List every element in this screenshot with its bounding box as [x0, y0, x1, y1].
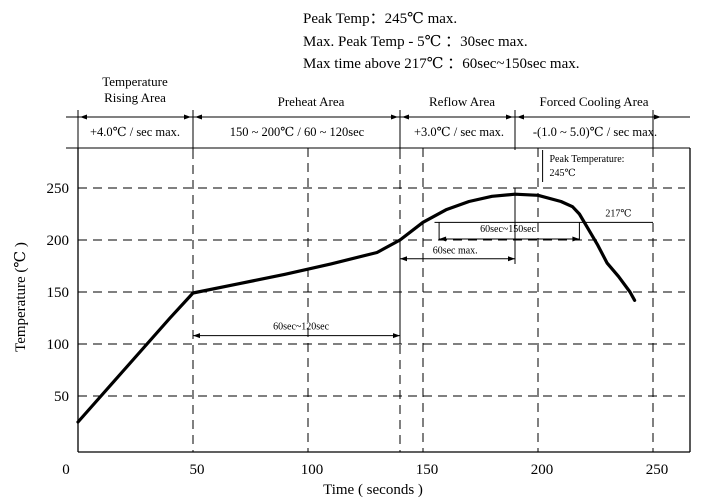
y-tick-150: 150 [47, 285, 70, 301]
span-arrowhead-5 [393, 333, 400, 339]
zone-name-preheat: Preheat Area [278, 94, 345, 109]
y-axis-label: Temperature (℃ ) [13, 242, 29, 352]
x-tick-50: 50 [190, 462, 205, 478]
zone-arrowhead-0 [80, 114, 87, 120]
zone-rate-rising: +4.0℃ / sec max. [90, 125, 180, 139]
x-tick-100: 100 [301, 462, 324, 478]
zone-arrowhead-3 [391, 114, 398, 120]
zone-names: Temperature Rising Area Preheat Area Ref… [102, 74, 648, 109]
span-arrowhead-1 [572, 236, 580, 242]
zone-name-rising-line1: Temperature [102, 74, 168, 89]
grid [78, 148, 685, 452]
x-tick-0: 0 [62, 462, 70, 478]
span-60-150-label: 60sec~150sec [480, 224, 537, 235]
y-tick-100: 100 [47, 337, 70, 353]
series-line-0 [76, 192, 637, 424]
header-line-peak-temp: Peak Temp：245℃ max. [303, 11, 457, 27]
axes [77, 148, 691, 453]
span-60max-label: 60sec max. [433, 246, 478, 257]
zone-arrowhead-5 [506, 114, 513, 120]
y-tick-50: 50 [54, 389, 69, 405]
span-arrowhead-3 [508, 256, 515, 262]
zone-rate-cooling: -(1.0 ~ 5.0)℃ / sec max. [533, 125, 657, 139]
peak-label-line2: 245℃ [550, 168, 576, 179]
zone-arrowhead-2 [195, 114, 202, 120]
zone-name-reflow: Reflow Area [429, 94, 495, 109]
x-tick-200: 200 [531, 462, 554, 478]
y-tick-200: 200 [47, 233, 70, 249]
series [76, 192, 637, 424]
span-arrowhead-0 [439, 236, 447, 242]
span-60-120-label: 60sec~120sec [273, 322, 330, 333]
x-axis-label: Time ( seconds ) [323, 482, 423, 498]
zone-rates: +4.0℃ / sec max. 150 ~ 200℃ / 60 ~ 120se… [90, 125, 657, 139]
tick-labels: 0 50 100 150 200 250 50 100 150 200 250 [47, 181, 669, 478]
zone-rate-preheat: 150 ~ 200℃ / 60 ~ 120sec [230, 125, 365, 139]
annotations: Peak Temperature:245℃217℃60sec~150sec60s… [193, 150, 653, 344]
zone-name-cooling: Forced Cooling Area [539, 94, 648, 109]
zone-arrowhead-4 [402, 114, 409, 120]
y-tick-250: 250 [47, 181, 70, 197]
peak-label-line1: Peak Temperature: [550, 154, 625, 165]
span-arrowhead-4 [193, 333, 200, 339]
zone-arrowhead-6 [517, 114, 524, 120]
header-line-time-above-217: Max time above 217℃ ：60sec~150sec max. [303, 56, 580, 72]
zone-name-rising-line2: Rising Area [104, 90, 166, 105]
header-line-peak-minus-5: Max. Peak Temp - 5℃ ：30sec max. [303, 34, 528, 50]
span-arrowhead-2 [400, 256, 407, 262]
header-notes: Peak Temp：245℃ max. Max. Peak Temp - 5℃ … [303, 11, 580, 72]
label-217: 217℃ [605, 208, 631, 219]
zone-arrowhead-7 [654, 114, 661, 120]
x-tick-150: 150 [416, 462, 439, 478]
zone-arrowhead-1 [184, 114, 191, 120]
x-tick-250: 250 [646, 462, 669, 478]
zone-rate-reflow: +3.0℃ / sec max. [414, 125, 504, 139]
